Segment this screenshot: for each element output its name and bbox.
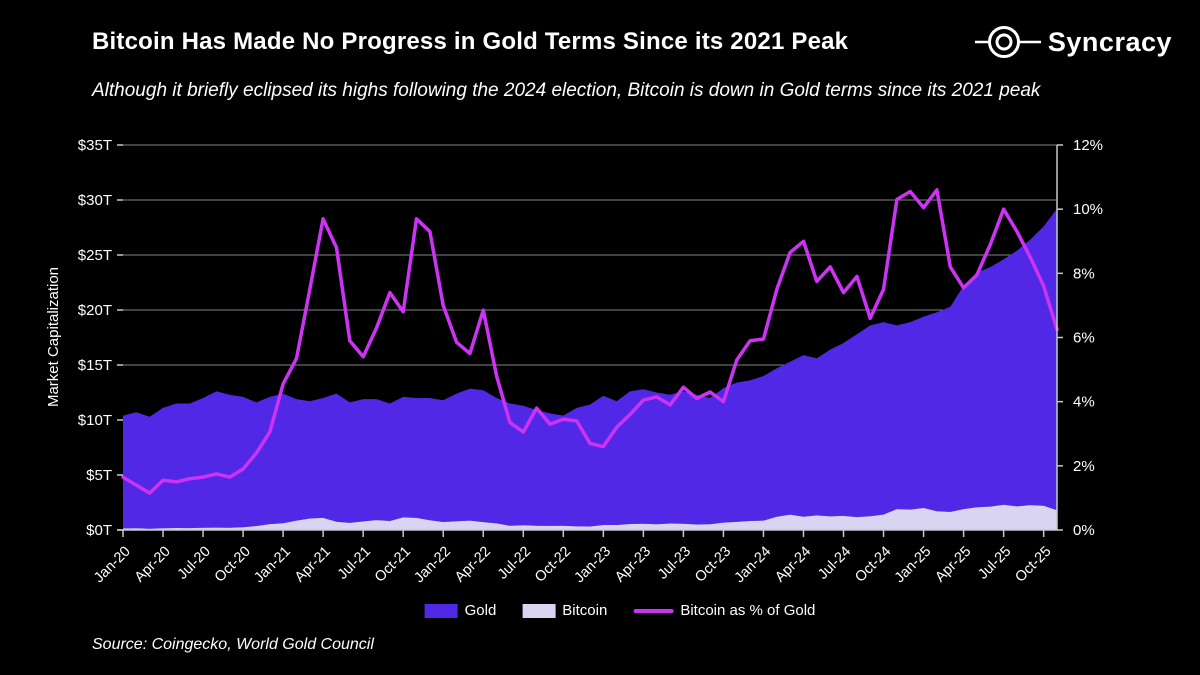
svg-text:Jul-24: Jul-24 <box>815 544 854 583</box>
page-title: Bitcoin Has Made No Progress in Gold Ter… <box>92 28 849 55</box>
gold-swatch-icon <box>424 603 458 618</box>
gold-area <box>123 208 1057 529</box>
svg-text:$0T: $0T <box>86 522 112 539</box>
svg-text:12%: 12% <box>1073 137 1103 154</box>
svg-text:Apr-23: Apr-23 <box>612 544 654 586</box>
legend-label: Gold <box>464 602 497 619</box>
svg-text:$20T: $20T <box>78 302 112 319</box>
svg-text:$10T: $10T <box>78 412 112 429</box>
svg-text:2%: 2% <box>1073 458 1095 475</box>
svg-text:Jul-21: Jul-21 <box>335 544 374 583</box>
svg-text:Oct-23: Oct-23 <box>692 544 734 586</box>
svg-text:$25T: $25T <box>78 247 112 264</box>
brand-logo: Syncracy <box>974 20 1172 64</box>
axes <box>117 144 1063 537</box>
svg-text:Market Capitalization: Market Capitalization <box>45 267 62 407</box>
svg-text:Apr-21: Apr-21 <box>292 544 334 586</box>
svg-text:$5T: $5T <box>86 467 112 484</box>
bitcoin-area <box>123 504 1057 530</box>
svg-text:Apr-20: Apr-20 <box>132 544 174 586</box>
svg-text:Oct-24: Oct-24 <box>852 544 894 586</box>
legend-item-gold: Gold <box>424 602 497 619</box>
legend-label: Bitcoin <box>562 602 608 619</box>
svg-text:$35T: $35T <box>78 137 112 154</box>
chart-subtitle: Although it briefly eclipsed its highs f… <box>92 80 1041 101</box>
svg-text:$30T: $30T <box>78 192 112 209</box>
svg-text:Oct-25: Oct-25 <box>1012 544 1054 586</box>
svg-text:Jan-22: Jan-22 <box>411 544 454 587</box>
svg-text:Oct-21: Oct-21 <box>372 544 414 586</box>
bitcoin-swatch-icon <box>522 603 556 618</box>
legend-item-bitcoin: Bitcoin <box>522 602 607 619</box>
svg-text:Jul-25: Jul-25 <box>975 544 1014 583</box>
svg-text:$15T: $15T <box>78 357 112 374</box>
source-note: Source: Coingecko, World Gold Council <box>92 636 374 653</box>
svg-text:Oct-22: Oct-22 <box>532 544 574 586</box>
svg-text:Jul-20: Jul-20 <box>175 544 214 583</box>
svg-text:Apr-24: Apr-24 <box>772 544 814 586</box>
svg-text:Apr-22: Apr-22 <box>452 544 494 586</box>
ratio-line-swatch-icon <box>633 608 674 613</box>
svg-text:Jan-20: Jan-20 <box>91 544 134 587</box>
legend-item-ratio: Bitcoin as % of Gold <box>633 602 815 619</box>
syncracy-orbit-icon <box>974 20 1042 64</box>
svg-text:Jan-24: Jan-24 <box>732 544 775 587</box>
svg-text:0%: 0% <box>1073 522 1095 539</box>
svg-text:8%: 8% <box>1073 265 1095 282</box>
svg-text:Oct-20: Oct-20 <box>212 544 254 586</box>
svg-text:6%: 6% <box>1073 330 1095 347</box>
svg-text:Jan-25: Jan-25 <box>892 544 935 587</box>
svg-text:Jan-21: Jan-21 <box>251 544 294 587</box>
chart-legend: Gold Bitcoin Bitcoin as % of Gold <box>424 602 815 619</box>
brand-name: Syncracy <box>1047 26 1172 57</box>
svg-text:10%: 10% <box>1073 201 1103 218</box>
svg-text:Jul-22: Jul-22 <box>495 544 534 583</box>
svg-text:Apr-25: Apr-25 <box>932 544 974 586</box>
svg-text:Jan-23: Jan-23 <box>572 544 615 587</box>
svg-text:4%: 4% <box>1073 394 1095 411</box>
legend-label: Bitcoin as % of Gold <box>680 602 816 619</box>
svg-text:Jul-23: Jul-23 <box>655 544 694 583</box>
btc-pct-of-gold-line <box>121 188 1059 495</box>
